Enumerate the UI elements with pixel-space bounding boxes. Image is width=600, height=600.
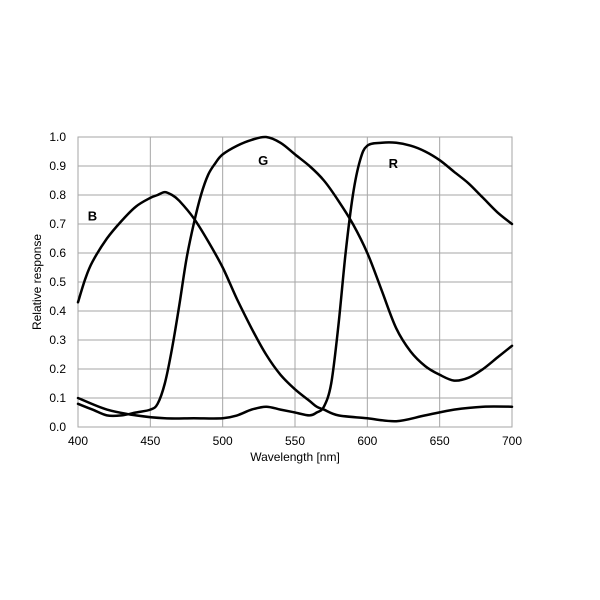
y-tick-label: 0.3 xyxy=(49,333,66,347)
series-b-line xyxy=(76,190,514,423)
y-tick-label: 0.6 xyxy=(49,246,66,260)
x-tick-label: 450 xyxy=(140,434,160,448)
series-g-line xyxy=(76,135,514,418)
grid xyxy=(77,136,513,428)
series-b-label: B xyxy=(88,208,97,223)
x-tick-label: 500 xyxy=(213,434,233,448)
x-tick-label: 400 xyxy=(68,434,88,448)
y-tick-label: 0.8 xyxy=(49,188,66,202)
x-axis-ticks: 400 450 500 550 600 650 700 xyxy=(68,434,522,448)
plot-area xyxy=(77,136,513,428)
x-tick-label: 550 xyxy=(285,434,305,448)
y-tick-label: 0.0 xyxy=(49,420,66,434)
y-tick-label: 0.2 xyxy=(49,362,66,376)
y-tick-label: 0.4 xyxy=(49,304,66,318)
y-tick-label: 0.7 xyxy=(49,217,66,231)
series-labels: B G R xyxy=(88,153,399,223)
y-axis-ticks: 0.0 0.1 0.2 0.3 0.4 0.5 0.6 0.7 0.8 0.9 1.0 xyxy=(49,130,66,434)
series-r-line xyxy=(76,141,514,420)
x-axis-label: Wavelength [nm] xyxy=(250,450,340,464)
y-tick-label: 0.9 xyxy=(49,159,66,173)
series-layer xyxy=(76,135,514,423)
series-g-label: G xyxy=(258,153,268,168)
y-tick-label: 0.1 xyxy=(49,391,66,405)
x-tick-label: 700 xyxy=(502,434,522,448)
series-r-label: R xyxy=(389,156,399,171)
x-tick-label: 600 xyxy=(357,434,377,448)
y-tick-label: 1.0 xyxy=(49,130,66,144)
x-tick-label: 650 xyxy=(430,434,450,448)
y-tick-label: 0.5 xyxy=(49,275,66,289)
y-axis-label: Relative response xyxy=(30,234,44,330)
